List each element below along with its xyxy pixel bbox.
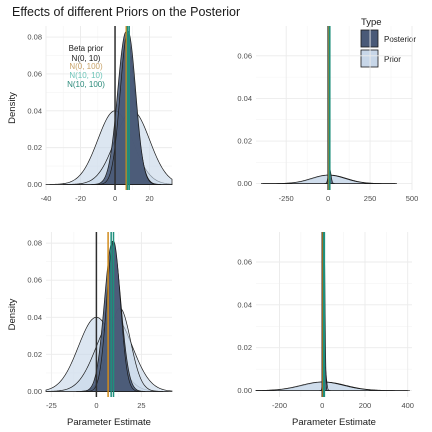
annotations: Beta prior N(0, 10) N(0, 100) N(10, 10) … bbox=[67, 44, 105, 89]
x-tick-label: -40 bbox=[41, 194, 52, 203]
panel-bottom-left: -25 0 25 0.00 0.02 0.04 0.06 0.08 Density Paramet… bbox=[7, 232, 173, 428]
x-tick-label: 500 bbox=[406, 194, 419, 203]
figure-title: Effects of different Priors on the Poste… bbox=[12, 5, 240, 19]
x-tick-label: 20 bbox=[145, 194, 153, 203]
y-tick-label: 0.08 bbox=[27, 33, 42, 42]
x-axis-title: Parameter Estimate bbox=[67, 417, 151, 428]
y-tick-label: 0.02 bbox=[237, 137, 252, 146]
y-tick-label: 0.06 bbox=[27, 276, 42, 285]
y-tick-label: 0.08 bbox=[27, 239, 42, 248]
x-tick-label: 25 bbox=[137, 401, 145, 410]
prior-density bbox=[255, 381, 408, 391]
y-tick-label: 0.04 bbox=[27, 106, 42, 115]
x-tick-label: 200 bbox=[359, 401, 372, 410]
legend-label-posterior: Posterior bbox=[384, 35, 416, 44]
x-tick-label: 400 bbox=[401, 401, 414, 410]
y-tick-label: 0.04 bbox=[237, 94, 252, 103]
y-tick-label: 0.06 bbox=[237, 258, 252, 267]
y-axis-title: Density bbox=[7, 92, 18, 124]
x-tick-label: 0 bbox=[326, 194, 330, 203]
y-tick-label: 0.04 bbox=[27, 313, 42, 322]
annotation-n-0-100: N(0, 100) bbox=[69, 62, 103, 71]
annotation-n-10-10: N(10, 10) bbox=[69, 71, 103, 80]
legend-swatch-prior bbox=[360, 49, 379, 68]
annotation-n-10-100: N(10, 100) bbox=[67, 80, 105, 89]
x-axis-title: Parameter Estimate bbox=[292, 417, 376, 428]
panel-top-left: -40 -20 0 20 0.00 0.02 0.04 0.06 0.08 Density bbox=[7, 26, 173, 203]
x-tick-label: 250 bbox=[364, 194, 377, 203]
panel-top-right: -250 0 250 500 0.00 0.02 0.04 0.06 bbox=[237, 26, 418, 203]
annotation-beta-prior: Beta prior bbox=[69, 44, 104, 53]
y-tick-label: 0.00 bbox=[27, 387, 42, 396]
x-tick-label: 0 bbox=[113, 194, 117, 203]
y-tick-label: 0.00 bbox=[237, 386, 252, 395]
panels: -40 -20 0 200.000.020.040.060.08Density-250… bbox=[7, 26, 418, 428]
x-tick-label: -250 bbox=[279, 194, 294, 203]
y-tick-label: 0.02 bbox=[27, 143, 42, 152]
annotation-n-0-10: N(0, 10) bbox=[72, 54, 101, 63]
y-tick-label: 0.00 bbox=[237, 179, 252, 188]
y-tick-label: 0.02 bbox=[237, 343, 252, 352]
x-tick-label: -20 bbox=[75, 194, 86, 203]
y-tick-label: 0.02 bbox=[27, 350, 42, 359]
panel-bottom-right: -200 0 200 400 0.00 0.02 0.04 0.06 Parameter Est… bbox=[237, 232, 414, 428]
y-tick-label: 0.00 bbox=[27, 180, 42, 189]
x-tick-label: -200 bbox=[272, 401, 287, 410]
legend-swatch-posterior bbox=[360, 29, 379, 48]
y-axis-title: Density bbox=[7, 298, 18, 330]
y-tick-label: 0.04 bbox=[237, 300, 252, 309]
legend: Type Posterior Prior bbox=[360, 17, 416, 68]
legend-label-prior: Prior bbox=[384, 55, 401, 64]
x-tick-label: -25 bbox=[46, 401, 57, 410]
x-tick-label: 0 bbox=[94, 401, 98, 410]
y-tick-label: 0.06 bbox=[237, 51, 252, 60]
legend-title: Type bbox=[361, 17, 382, 28]
x-tick-label: 0 bbox=[320, 401, 324, 410]
y-tick-label: 0.06 bbox=[27, 69, 42, 78]
